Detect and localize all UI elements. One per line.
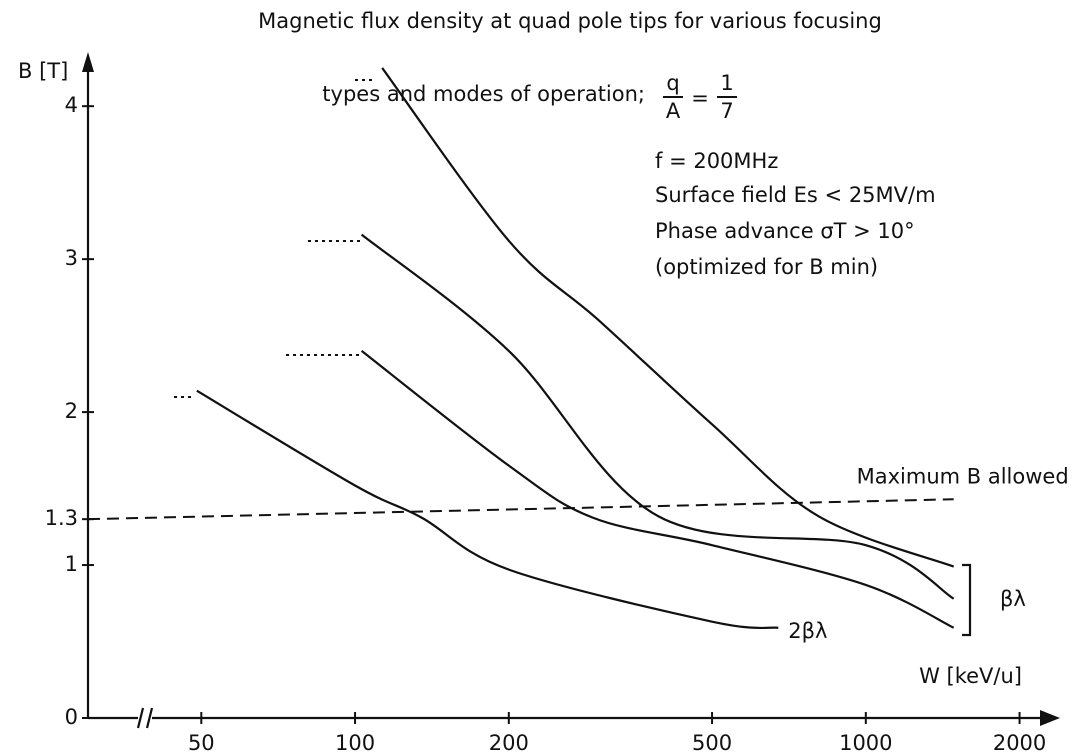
y-axis-label: B [T] [18, 59, 68, 83]
equals-sign: = [691, 86, 709, 110]
x-tick-label: 100 [335, 731, 375, 753]
fraction-denominator: 7 [720, 99, 733, 123]
axis-break [136, 707, 154, 729]
y-tick-label: 2 [65, 399, 78, 423]
y-arrow [82, 52, 94, 72]
annotation: Phase advance σT > 10° [655, 219, 915, 243]
x-axis-label: W [keV/u] [919, 664, 1022, 688]
x-tick-label: 50 [188, 731, 215, 753]
curve [381, 67, 955, 568]
reference-label: Maximum B allowed [857, 464, 1069, 488]
series-label: 2βλ [788, 619, 827, 643]
extensions [174, 79, 375, 398]
curve [196, 389, 779, 630]
reference-line [87, 498, 954, 521]
chart-title: Magnetic flux density at quad pole tips … [258, 9, 882, 33]
chart-subtitle: types and modes of operation; [322, 82, 645, 106]
annotation: f = 200MHz [655, 149, 778, 173]
y-tick-label: 1 [65, 552, 78, 576]
y-tick-label: 0 [65, 705, 78, 729]
x-tick-label: 200 [489, 731, 529, 753]
fraction-numerator: q [666, 71, 679, 95]
y-tick-label: 4 [65, 93, 78, 117]
x-arrow [1040, 710, 1060, 726]
curve [360, 350, 955, 629]
x-tick-label: 500 [692, 731, 732, 753]
curve [360, 233, 955, 600]
x-tick-label: 2000 [993, 731, 1046, 753]
group-label: βλ [1000, 587, 1026, 611]
y-tick-label: 1.3 [45, 506, 78, 530]
y-tick-label: 3 [65, 246, 78, 270]
x-tick-label: 1000 [839, 731, 892, 753]
annotation: Surface field Es < 25MV/m [655, 183, 936, 207]
fraction-numerator: 1 [720, 71, 733, 95]
annotation: (optimized for B min) [655, 255, 878, 279]
fraction-denominator: A [666, 99, 681, 123]
group-bracket [962, 563, 972, 637]
